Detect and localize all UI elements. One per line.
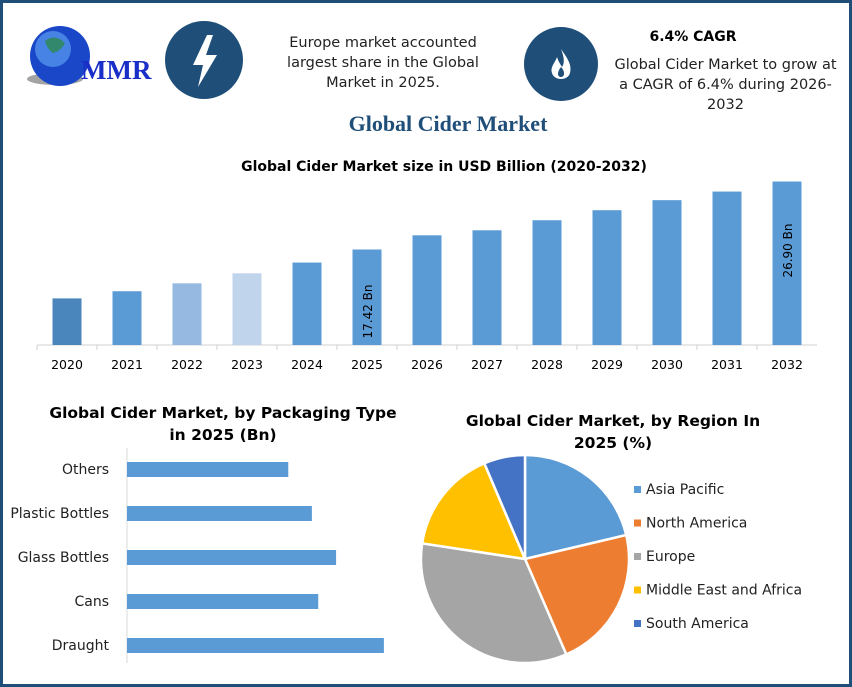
bar-2028 [532, 220, 562, 345]
category-label: Glass Bottles [18, 550, 109, 566]
legend-swatch [634, 586, 641, 594]
bar-cans [127, 594, 319, 609]
bar-2023 [232, 273, 262, 345]
bar-2022 [172, 283, 202, 345]
legend-label: Asia Pacific [646, 482, 724, 498]
bar-2025 [352, 249, 382, 345]
category-label: Cans [74, 594, 109, 610]
bar-plastic-bottles [127, 506, 312, 521]
bar-chart: 2020 2021 2022 2023 2024 2025 17.42 Bn 2026 2027… [36, 181, 817, 372]
bar-draught [127, 638, 384, 653]
bar-2032 [772, 181, 802, 345]
bar-2020 [52, 298, 82, 345]
legend-label: North America [646, 516, 747, 532]
logo-text: MMR [81, 55, 152, 85]
packaging-bar-chart: Others Plastic Bottles Glass Bottles Cans Dr… [10, 448, 384, 663]
x-tick-label: 2024 [291, 357, 323, 372]
x-tick-label: 2026 [411, 357, 443, 372]
pie-slice-asia-pacific [523, 453, 628, 561]
packaging-chart-title: Global Cider Market, by Packaging Type i… [49, 404, 397, 444]
mmr-logo: MMR [15, 21, 160, 91]
bar-chart-title: Global Cider Market size in USD Billion … [241, 159, 647, 175]
bar-others [127, 462, 289, 477]
x-tick-label: 2029 [591, 357, 623, 372]
pie-slice-europe [419, 541, 568, 665]
bar-2027 [472, 230, 502, 345]
data-label-2032: 26.90 Bn [781, 224, 795, 278]
x-tick-label: 2023 [231, 357, 263, 372]
legend-swatch [634, 620, 641, 627]
region-pie-chart: Asia Pacific North America Europe Middle Ea… [419, 453, 802, 665]
legend-label: Middle East and Africa [646, 583, 802, 599]
bar-2029 [592, 210, 622, 345]
x-tick-label: 2030 [651, 357, 683, 372]
x-tick-label: 2031 [711, 357, 743, 372]
region-chart-title: Global Cider Market, by Region In 2025 (… [465, 412, 761, 452]
legend-label: Europe [646, 549, 695, 565]
x-tick-label: 2025 [351, 357, 383, 372]
pie-slice-south-america [482, 453, 527, 560]
pie-slice-north-america [523, 533, 631, 657]
legend-label: South America [646, 616, 749, 632]
bar-2031 [712, 191, 742, 345]
cagr-title: 6.4% CAGR [649, 29, 737, 45]
cagr-text: Global Cider Market to grow at a CAGR of… [614, 57, 837, 113]
category-label: Others [62, 462, 109, 478]
data-label-2025: 17.42 Bn [361, 284, 375, 338]
bar-2021 [112, 291, 142, 345]
legend-swatch [634, 486, 641, 493]
legend-swatch [634, 553, 641, 560]
main-title: Global Cider Market [348, 111, 548, 136]
bar-glass-bottles [127, 550, 337, 565]
pie-slice-middle-east-and-africa [420, 461, 528, 561]
x-tick-label: 2020 [51, 357, 83, 372]
x-tick-label: 2027 [471, 357, 503, 372]
europe-share-text: Europe market accounted largest share in… [287, 35, 479, 91]
x-tick-label: 2028 [531, 357, 563, 372]
x-tick-label: 2032 [771, 357, 803, 372]
bar-2024 [292, 262, 322, 345]
category-label: Plastic Bottles [10, 506, 109, 522]
legend-swatch [634, 519, 641, 527]
bar-2030 [652, 200, 682, 345]
category-label: Draught [52, 638, 110, 654]
flame-icon [524, 27, 598, 101]
x-tick-label: 2021 [111, 357, 143, 372]
lightning-bolt-icon [165, 21, 243, 99]
x-tick-label: 2022 [171, 357, 203, 372]
bar-2026 [412, 235, 442, 345]
